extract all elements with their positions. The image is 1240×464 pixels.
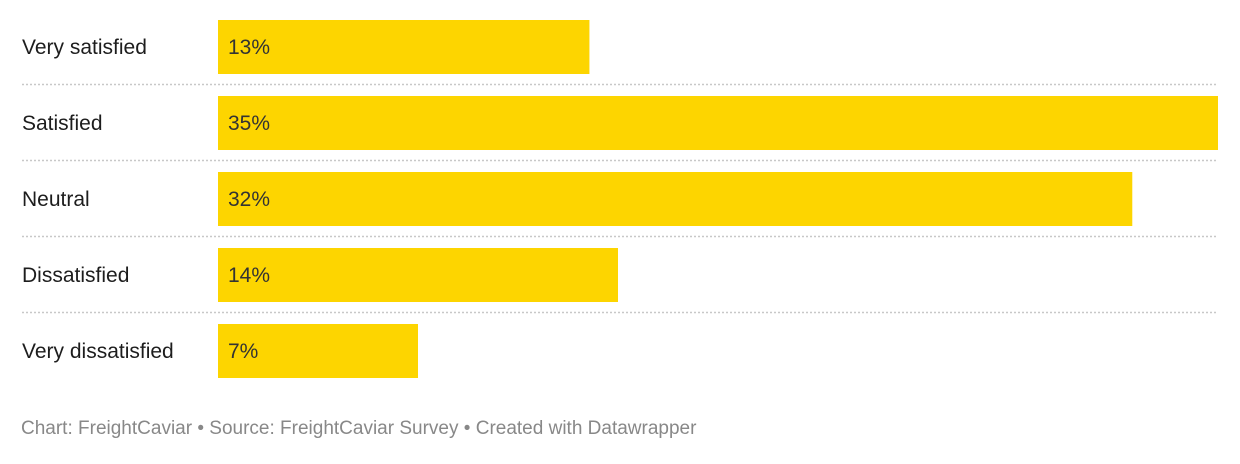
source-credit: Source: FreightCaviar Survey (209, 418, 459, 439)
value-label: 14% (228, 264, 270, 287)
bar (218, 324, 418, 378)
bar (218, 20, 590, 74)
value-label: 13% (228, 36, 270, 59)
bar (218, 96, 1218, 150)
category-label: Neutral (22, 188, 90, 211)
category-label: Dissatisfied (22, 264, 129, 287)
value-label: 7% (228, 340, 258, 363)
category-label: Satisfied (22, 112, 103, 135)
value-label: 32% (228, 188, 270, 211)
footer-separator: • (192, 418, 210, 439)
bar (218, 172, 1133, 226)
bar-chart: Very satisfied 13% Satisfied 35% Neutral 32% D… (22, 20, 1218, 378)
value-label: 35% (228, 112, 270, 135)
chart-credit: Chart: FreightCaviar (21, 418, 193, 439)
category-label: Very dissatisfied (22, 340, 174, 363)
category-label: Very satisfied (22, 36, 147, 59)
created-with-credit: Created with Datawrapper (475, 418, 697, 439)
bar (218, 248, 618, 302)
chart-footer: Chart: FreightCaviar • Source: FreightCa… (21, 418, 696, 440)
footer-separator: • (458, 418, 476, 439)
